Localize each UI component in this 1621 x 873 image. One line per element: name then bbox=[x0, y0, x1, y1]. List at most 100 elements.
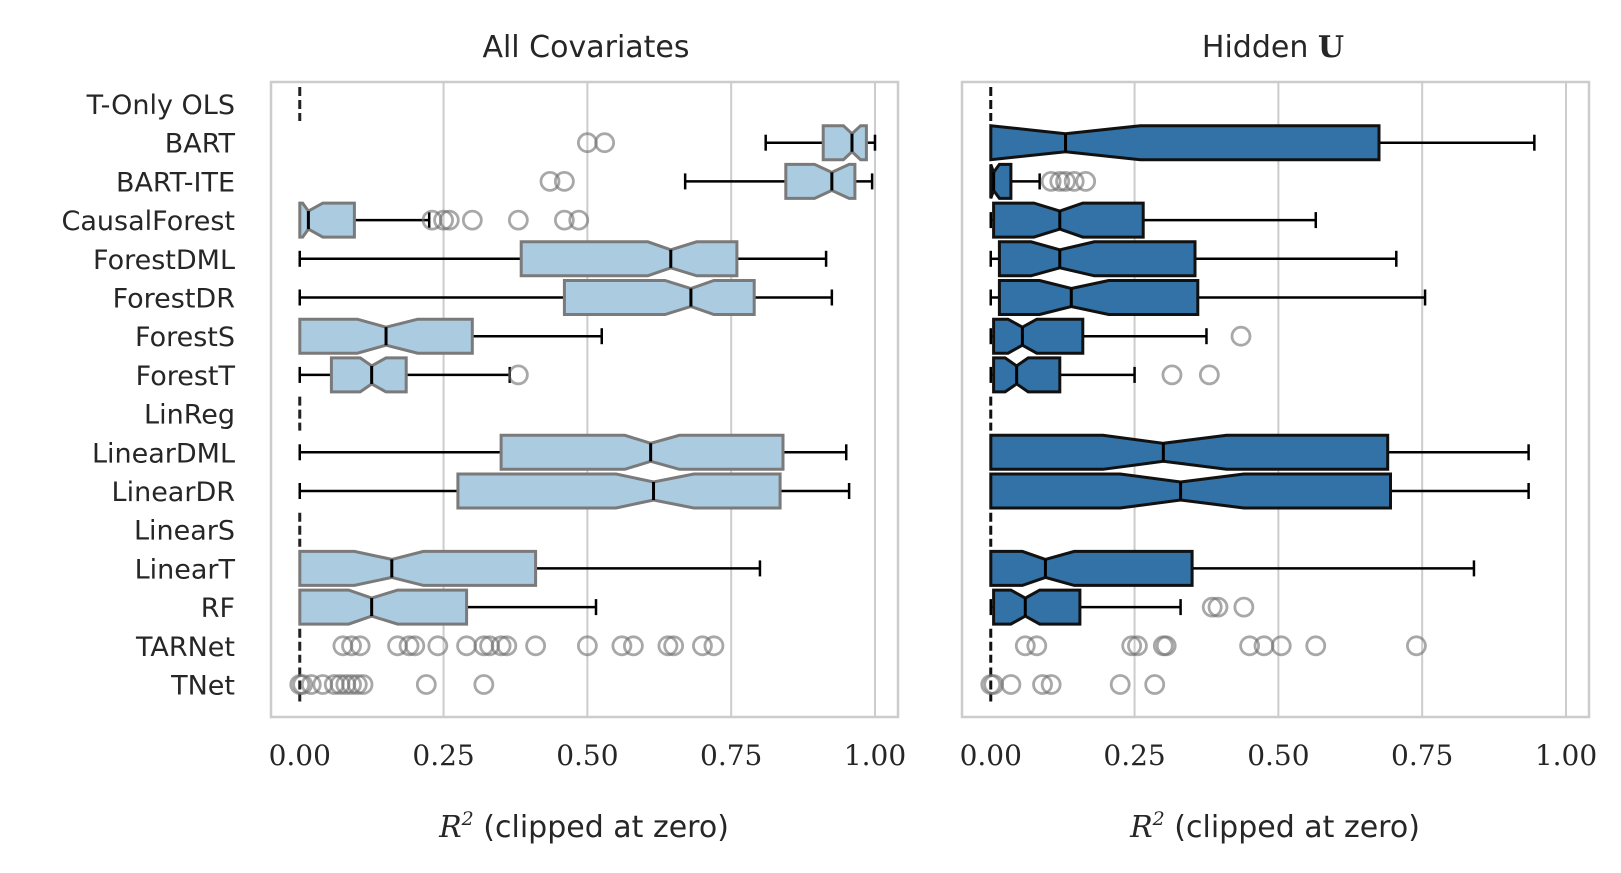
box-body bbox=[519, 240, 739, 278]
box-ForestT bbox=[989, 356, 1220, 394]
x-tick-label: 0.75 bbox=[700, 739, 762, 772]
outlier-point bbox=[1049, 170, 1071, 192]
outlier-point bbox=[1000, 674, 1022, 695]
outlier-point bbox=[594, 132, 616, 154]
y-tick-label: ForestDR bbox=[113, 284, 235, 315]
x-tick-label: 0.50 bbox=[1247, 739, 1309, 772]
outlier-point bbox=[1063, 170, 1085, 192]
outlier-point bbox=[1075, 170, 1097, 192]
x-tick-labels: 0.00 0.25 0.50 0.75 1.00 bbox=[269, 739, 907, 772]
outlier-point bbox=[438, 209, 460, 231]
outlier-point bbox=[1014, 635, 1036, 657]
outlier-point bbox=[1144, 674, 1166, 695]
y-tick-label: ForestT bbox=[136, 361, 236, 392]
box-TARNet bbox=[989, 628, 1427, 663]
outlier-point bbox=[1121, 635, 1143, 657]
outlier-point bbox=[553, 170, 575, 192]
outlier-point bbox=[1040, 674, 1062, 695]
outlier-point bbox=[461, 209, 483, 231]
y-tick-label: ForestDML bbox=[93, 245, 235, 276]
outlier-point bbox=[1207, 596, 1229, 618]
outlier-point bbox=[576, 635, 598, 657]
outlier-point bbox=[1155, 635, 1177, 657]
outlier-point bbox=[346, 674, 368, 695]
box-LinearDML bbox=[989, 433, 1530, 471]
panel-title: All Covariates bbox=[482, 30, 689, 65]
outlier-point bbox=[398, 635, 420, 657]
y-tick-label: TNet bbox=[170, 671, 235, 702]
outlier-point bbox=[657, 635, 679, 657]
box-body bbox=[992, 588, 1082, 626]
x-axis-label-sup: 2 bbox=[1152, 808, 1165, 830]
y-tick-label: T-Only OLS bbox=[86, 90, 235, 121]
box-ForestDML bbox=[989, 240, 1398, 278]
axes-frame bbox=[269, 80, 900, 719]
box-ForestDML bbox=[298, 240, 828, 278]
box-ForestDR bbox=[298, 279, 834, 316]
box-LinearDR bbox=[989, 472, 1530, 510]
box-body bbox=[989, 124, 1381, 162]
outlier-point bbox=[415, 674, 437, 695]
box-BART-ITE bbox=[539, 162, 874, 200]
outlier-point bbox=[553, 209, 575, 231]
box-TNet bbox=[289, 667, 495, 702]
x-axis-label-rest: (clipped at zero) bbox=[474, 810, 729, 845]
y-tick-labels: T-Only OLS BART BART-ITE CausalForest Forest… bbox=[62, 90, 236, 702]
outlier-point bbox=[1230, 325, 1252, 347]
outlier-point bbox=[404, 635, 426, 657]
y-tick-label: RF bbox=[201, 593, 235, 624]
box-BART bbox=[576, 124, 877, 162]
outlier-point bbox=[539, 170, 561, 192]
box-TARNet bbox=[298, 628, 725, 663]
x-tick-labels: 0.00 0.25 0.50 0.75 1.00 bbox=[960, 739, 1598, 772]
outlier-point bbox=[433, 209, 454, 231]
outlier-point bbox=[622, 635, 644, 657]
outlier-point bbox=[703, 635, 725, 657]
outlier-point bbox=[1040, 170, 1062, 192]
x-tick-label: 1.00 bbox=[844, 739, 906, 772]
box-body bbox=[992, 317, 1085, 355]
x-axis-label-sup: 2 bbox=[461, 808, 474, 830]
outlier-point bbox=[1127, 635, 1148, 657]
outlier-point bbox=[1406, 635, 1427, 657]
outlier-point bbox=[507, 209, 529, 231]
outlier-point bbox=[349, 635, 371, 657]
outlier-point bbox=[1233, 596, 1255, 618]
outlier-point bbox=[663, 635, 685, 657]
panel-hidden-u: Hidden U 0.00 0.25 0.50 0.75 1.00 R2 (clippe… bbox=[960, 30, 1598, 845]
box-LinearDML bbox=[298, 433, 848, 471]
outlier-point bbox=[490, 635, 512, 657]
outlier-point bbox=[1055, 170, 1076, 192]
outlier-point bbox=[352, 674, 374, 695]
outlier-point bbox=[692, 635, 713, 657]
box-body bbox=[298, 588, 469, 626]
outlier-point bbox=[1201, 596, 1223, 618]
box-BART bbox=[989, 124, 1536, 162]
outlier-point bbox=[1305, 635, 1327, 657]
plot-area bbox=[980, 87, 1536, 702]
outlier-point bbox=[341, 674, 362, 695]
box-body bbox=[298, 549, 538, 587]
box-body bbox=[989, 472, 1392, 510]
box-body bbox=[499, 433, 785, 471]
panel-all-covariates: All Covariates T-Only OLS BART BART-ITE Cau… bbox=[62, 30, 907, 845]
box-ForestS bbox=[298, 317, 604, 355]
box-body bbox=[997, 240, 1197, 278]
box-body bbox=[784, 162, 857, 200]
y-tick-label: BART-ITE bbox=[116, 167, 235, 198]
panel-title-text: Hidden bbox=[1202, 30, 1308, 65]
x-tick-label: 0.75 bbox=[1391, 739, 1453, 772]
x-tick-label: 0.25 bbox=[1103, 739, 1165, 772]
plot-area bbox=[289, 87, 877, 702]
box-RF bbox=[989, 588, 1255, 626]
outlier-point bbox=[507, 364, 529, 386]
axes-frame bbox=[960, 80, 1591, 719]
outlier-point bbox=[300, 674, 322, 695]
outlier-point bbox=[1198, 364, 1220, 386]
x-axis-label-var: R bbox=[1129, 810, 1153, 845]
box-ForestS bbox=[989, 317, 1252, 355]
outlier-point bbox=[473, 674, 495, 695]
x-tick-label: 0.00 bbox=[960, 739, 1022, 772]
y-tick-label: TARNet bbox=[135, 632, 235, 663]
